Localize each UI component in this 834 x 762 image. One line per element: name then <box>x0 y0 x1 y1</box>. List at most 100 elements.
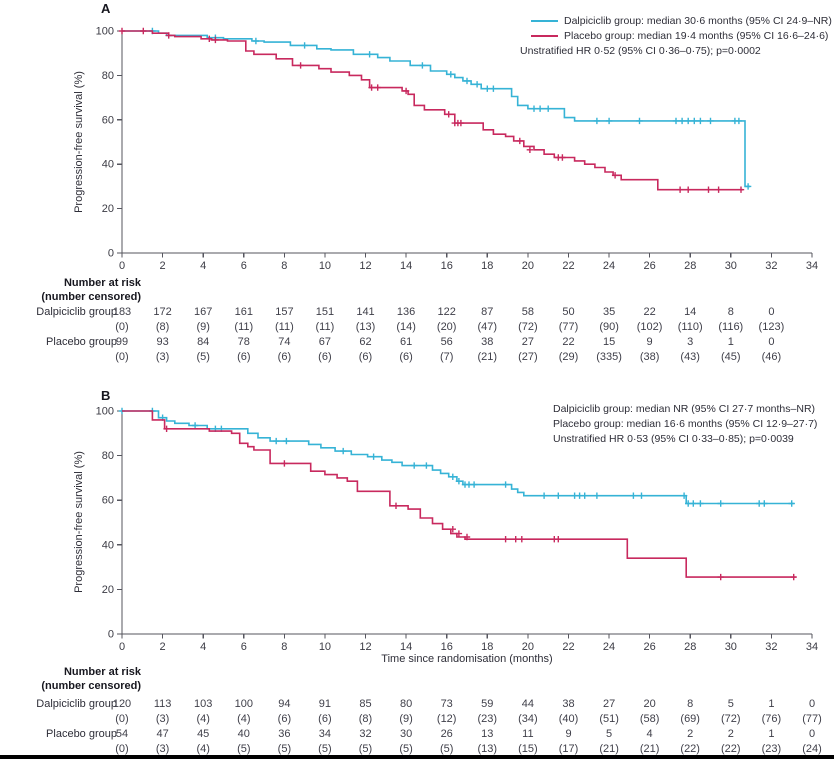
risk-count: 30 <box>399 728 413 740</box>
legend-entry-placebo: Placebo group: median 19·4 months (95% C… <box>531 28 832 43</box>
legend-entry-hr: Unstratified HR 0·52 (95% CI 0·36–0·75);… <box>520 43 832 58</box>
bottom-rule <box>0 755 834 759</box>
risk-count: 103 <box>194 698 213 710</box>
risk-censored: (72) <box>721 713 741 725</box>
legend-text: Dalpiciclib group: median NR (95% CI 27·… <box>553 402 816 415</box>
risk-censored: (77) <box>802 713 822 725</box>
risk-censored: (76) <box>761 713 782 725</box>
risk-censored: (40) <box>558 713 579 725</box>
risk-count: 157 <box>275 306 294 318</box>
x-tick-label: 28 <box>684 641 696 653</box>
risk-count: 56 <box>440 336 453 348</box>
risk-censored: (5) <box>277 743 292 755</box>
risk-censored: (11) <box>275 321 294 333</box>
risk-censored: (110) <box>677 321 703 333</box>
risk-count: 0 <box>768 336 775 348</box>
risk-count: 34 <box>318 728 332 740</box>
risk-count: 67 <box>318 336 332 348</box>
legend-text: Unstratified HR 0·53 (95% CI 0·33–0·85);… <box>553 432 794 445</box>
risk-censored: (8) <box>155 321 170 333</box>
x-tick-label: 18 <box>481 641 493 653</box>
x-axis-label: Time since randomisation (months) <box>381 653 553 665</box>
risk-count: 136 <box>396 306 416 318</box>
y-tick-label: 40 <box>102 539 114 551</box>
risk-censored: (27) <box>518 351 538 363</box>
risk-count: 172 <box>153 306 172 318</box>
x-tick-label: 4 <box>200 641 206 653</box>
panel-letter-a: A <box>101 1 111 16</box>
risk-censored: (6) <box>318 713 332 725</box>
risk-censored: (0) <box>115 743 129 755</box>
risk-count: 45 <box>197 728 210 740</box>
risk-censored: (51) <box>599 713 619 725</box>
risk-censored: (9) <box>196 321 210 333</box>
legend-entry-dalpiciclib: Dalpiciclib group: median NR (95% CI 27·… <box>553 401 817 416</box>
x-tick-label: 10 <box>319 260 331 272</box>
x-tick-label: 34 <box>806 260 818 272</box>
risk-censored: (17) <box>558 743 579 755</box>
censor-marks-placebo-group <box>118 27 745 193</box>
risk-count: 54 <box>115 728 129 740</box>
x-tick-label: 16 <box>441 641 453 653</box>
risk-censored: (0) <box>115 351 129 363</box>
risk-count: 27 <box>521 336 535 348</box>
risk-censored: (20) <box>436 321 457 333</box>
risk-censored: (72) <box>518 321 538 333</box>
risk-censored: (5) <box>318 743 332 755</box>
risk-count: 58 <box>521 306 535 318</box>
risk-censored: (3) <box>155 743 170 755</box>
y-tick-label: 80 <box>102 70 114 82</box>
risk-censored: (0) <box>115 713 129 725</box>
risk-count: 2 <box>687 728 694 740</box>
risk-censored: (45) <box>721 351 741 363</box>
risk-count: 183 <box>112 306 132 318</box>
legend-panel-b: Dalpiciclib group: median NR (95% CI 27·… <box>553 401 817 446</box>
x-tick-label: 14 <box>400 260 412 272</box>
risk-count: 62 <box>359 336 372 348</box>
x-tick-label: 20 <box>522 641 534 653</box>
x-tick-label: 2 <box>160 641 166 653</box>
risk-censored: (13) <box>477 743 498 755</box>
risk-censored: (8) <box>358 713 373 725</box>
risk-count: 84 <box>197 336 210 348</box>
x-tick-label: 6 <box>241 260 247 272</box>
risk-count: 13 <box>481 728 494 740</box>
risk-count: 22 <box>643 306 656 318</box>
y-tick-label: 0 <box>108 248 114 260</box>
risk-censored: (21) <box>477 351 498 363</box>
risk-count: 113 <box>153 698 172 710</box>
risk-count: 1 <box>727 336 734 348</box>
risk-censored: (0) <box>115 321 129 333</box>
x-tick-label: 6 <box>241 641 247 653</box>
risk-censored: (5) <box>196 351 210 363</box>
y-tick-label: 20 <box>102 203 114 215</box>
risk-censored: (335) <box>596 351 622 363</box>
risk-censored: (4) <box>196 713 210 725</box>
x-tick-label: 22 <box>562 260 574 272</box>
risk-count: 73 <box>440 698 453 710</box>
risk-count: 120 <box>112 698 132 710</box>
risk-count: 38 <box>481 336 494 348</box>
risk-censored: (9) <box>399 713 413 725</box>
axes-panel-A <box>121 31 812 254</box>
y-tick-label: 20 <box>102 584 114 596</box>
risk-count: 1 <box>768 728 775 740</box>
risk-count: 122 <box>437 306 456 318</box>
risk-count: 151 <box>315 306 335 318</box>
legend-text: Placebo group: median 16·6 months (95% C… <box>553 417 818 430</box>
x-tick-label: 30 <box>725 641 737 653</box>
x-tick-label: 32 <box>765 260 777 272</box>
x-tick-label: 0 <box>119 641 125 653</box>
x-tick-label: 4 <box>200 260 206 272</box>
risk-count: 80 <box>399 698 413 710</box>
risk-row-label-dalpiciclib-a: Dalpiciclib group <box>36 306 117 318</box>
risk-censored: (22) <box>721 743 741 755</box>
risk-count: 35 <box>602 306 616 318</box>
x-tick-label: 32 <box>765 641 777 653</box>
risk-count: 4 <box>646 728 653 740</box>
risk-count: 74 <box>278 336 291 348</box>
risk-table-header-line1-b: Number at risk <box>63 666 141 678</box>
risk-count: 8 <box>727 306 734 318</box>
risk-censored: (69) <box>680 713 700 725</box>
